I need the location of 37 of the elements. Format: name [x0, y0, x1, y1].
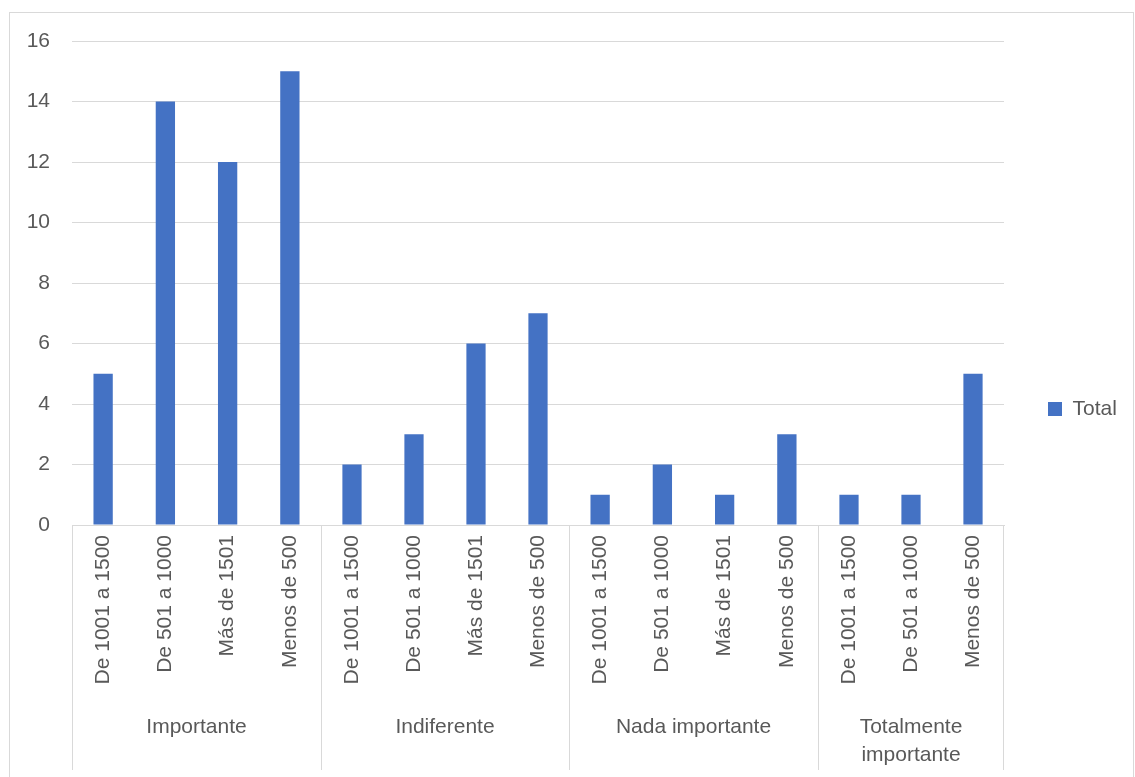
- x-tick-label: Menos de 500: [524, 535, 548, 669]
- y-tick-label: 14: [26, 88, 51, 112]
- x-tick-label: De 501 a 1000: [649, 535, 673, 673]
- bar: [280, 71, 300, 525]
- x-tick-label: De 501 a 1000: [897, 535, 921, 673]
- x-tick-label: Más de 1501: [214, 535, 238, 657]
- bar: [93, 373, 113, 525]
- bar: [466, 343, 486, 525]
- x-tick-label: Menos de 500: [959, 535, 983, 669]
- x-tick-label: De 1001 a 1500: [89, 535, 113, 685]
- y-tick-label: 2: [38, 451, 50, 475]
- y-tick-label: 8: [38, 269, 50, 293]
- y-tick-label: 10: [26, 209, 50, 233]
- legend-label: Total: [1072, 395, 1117, 419]
- y-tick-label: 6: [38, 330, 50, 354]
- bar: [217, 162, 238, 525]
- x-tick-label: Menos de 500: [276, 535, 300, 669]
- x-axis-title: Totalmente importante: [859, 713, 963, 766]
- x-tick-label: Más de 1501: [462, 535, 486, 657]
- x-tick-label: De 1001 a 1500: [586, 535, 610, 685]
- y-tick-label: 16: [26, 27, 50, 51]
- y-tick-label: 12: [26, 148, 50, 172]
- x-tick-label: De 1001 a 1500: [338, 535, 362, 685]
- bar: [155, 101, 176, 525]
- bar: [528, 313, 548, 525]
- x-axis-title: Nada importante: [615, 713, 772, 737]
- bar: [404, 434, 424, 525]
- y-tick-label: 4: [38, 390, 51, 414]
- bar: [342, 464, 362, 525]
- x-axis-title: Indiferente: [395, 713, 495, 737]
- x-tick-label: De 1001 a 1500: [835, 535, 859, 685]
- x-axis-title: Importante: [146, 713, 247, 737]
- x-tick-label: De 501 a 1000: [400, 535, 424, 673]
- x-tick-label: Más de 1501: [711, 535, 735, 657]
- x-tick-label: Menos de 500: [773, 535, 797, 669]
- x-tick-label: De 501 a 1000: [152, 535, 176, 673]
- y-tick-label: 0: [38, 511, 50, 535]
